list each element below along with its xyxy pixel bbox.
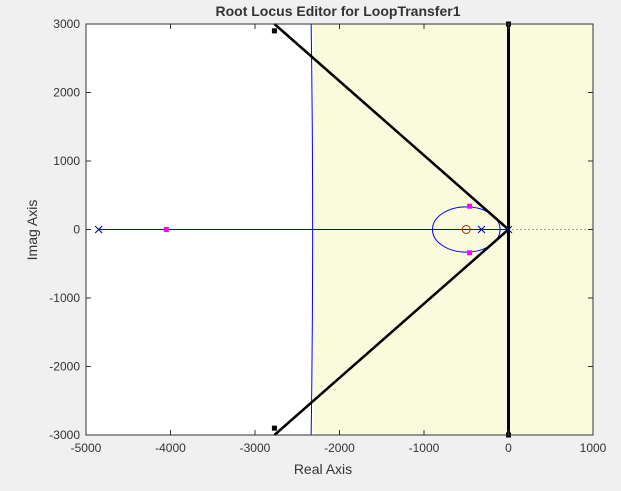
pole-marker-stroke-b	[477, 225, 486, 234]
x-tick-label-6: 1000	[580, 441, 607, 455]
boundary-marker-1	[271, 425, 277, 431]
x-axis-label: Real Axis	[294, 461, 352, 477]
closed-loop-pole-1	[467, 203, 473, 209]
x-tick-label-5: 0	[505, 441, 512, 455]
chart-title: Root Locus Editor for LoopTransfer1	[215, 3, 460, 19]
y-tick-label-0: -3000	[49, 428, 80, 442]
locus-vertical-branch	[310, 23, 314, 436]
y-tick-label-2: -1000	[49, 291, 80, 305]
pole-marker-0	[94, 225, 103, 234]
x-tick-label-2: -3000	[240, 441, 271, 455]
y-tick-label-6: 3000	[53, 17, 80, 31]
pole-marker-stroke-b	[94, 225, 103, 234]
x-tick-label-0: -5000	[71, 441, 102, 455]
y-tick-label-1: -2000	[49, 360, 80, 374]
plot-area[interactable]: -5000 -4000 -3000 -2000 -1000 0 1000 -3000 -2000…	[49, 17, 606, 455]
y-tick-label-3: 0	[73, 223, 80, 237]
x-tick-label-4: -1000	[409, 441, 440, 455]
boundary-marker-0	[271, 28, 277, 34]
y-axis-label: Imag Axis	[24, 200, 40, 261]
pole-marker-1	[477, 225, 486, 234]
locus-circle-branch	[431, 206, 501, 253]
y-tick-label-5: 2000	[53, 86, 80, 100]
closed-loop-pole-2	[467, 250, 473, 256]
closed-loop-pole-0	[163, 227, 169, 232]
zero-marker-0	[461, 225, 471, 234]
y-tick-label-4: 1000	[53, 154, 80, 168]
x-tick-label-3: -2000	[324, 441, 355, 455]
pole-marker-stroke-b	[504, 225, 513, 234]
text-layer: Root Locus Editor for LoopTransfer1 Real…	[24, 3, 461, 477]
pole-marker-2	[504, 225, 513, 234]
x-tick-label-1: -4000	[155, 441, 186, 455]
